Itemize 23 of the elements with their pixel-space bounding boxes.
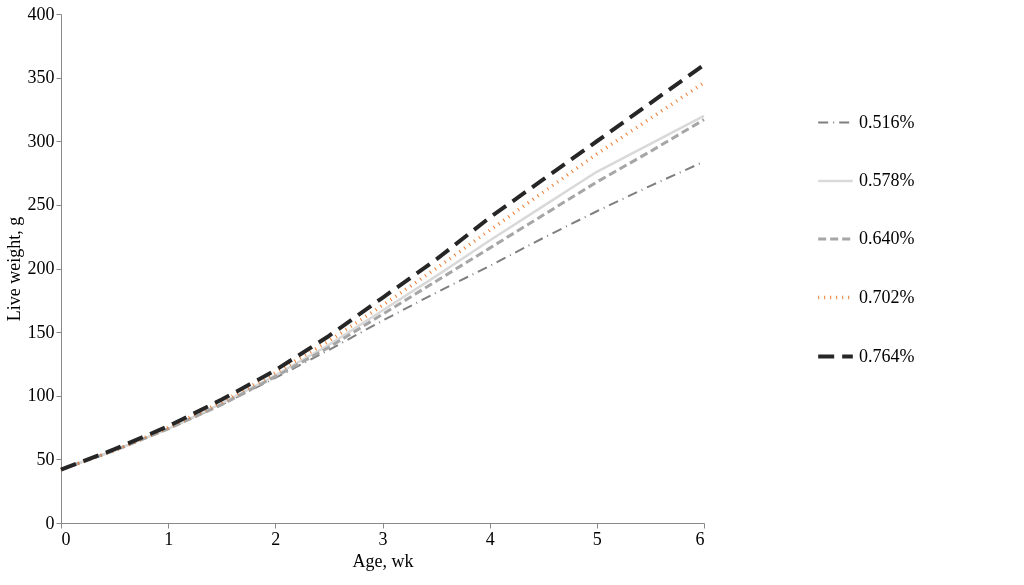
x-axis-title: Age, wk	[352, 550, 414, 571]
y-tick-label: 250	[27, 194, 55, 215]
y-tick-label: 350	[27, 67, 55, 88]
legend-label: 0.640%	[859, 228, 915, 248]
y-tick-label: 200	[27, 258, 55, 278]
y-tick-label: 400	[27, 3, 55, 24]
x-tick-label: 1	[164, 528, 174, 549]
y-tick-label: 150	[27, 321, 55, 342]
y-tick-label: 100	[27, 385, 55, 406]
x-tick-label: 5	[592, 528, 602, 549]
x-tick-label: 4	[485, 528, 495, 549]
y-axis-title: Live weight, g	[3, 216, 24, 322]
x-tick-label: 2	[271, 528, 281, 549]
x-tick-label: 3	[378, 528, 388, 549]
x-tick-label: 6	[695, 528, 705, 549]
y-tick-label: 0	[45, 512, 55, 533]
x-tick-label: 0	[61, 528, 71, 549]
legend-label: 0.702%	[859, 286, 915, 307]
legend-label: 0.764%	[859, 345, 915, 366]
y-tick-label: 50	[36, 448, 55, 469]
legend-label: 0.578%	[859, 170, 915, 190]
legend-label: 0.516%	[859, 111, 915, 132]
y-tick-label: 300	[27, 130, 55, 151]
